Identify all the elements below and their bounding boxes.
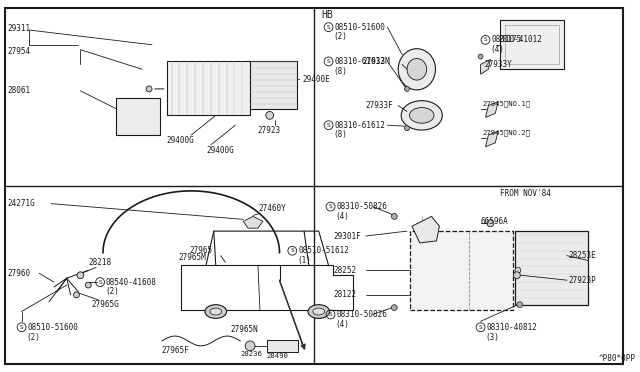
Text: 27933M: 27933M (363, 57, 390, 66)
Text: (8): (8) (333, 131, 348, 140)
Ellipse shape (410, 108, 434, 123)
Polygon shape (486, 131, 498, 147)
Text: 08310-40812: 08310-40812 (486, 323, 538, 332)
Text: S: S (484, 37, 488, 42)
Bar (250, 61, 297, 109)
Text: 28252: 28252 (333, 266, 356, 275)
Ellipse shape (401, 101, 442, 130)
Text: S: S (326, 25, 330, 30)
Text: 27945〈NO.1〉: 27945〈NO.1〉 (483, 100, 531, 107)
Text: 29400E: 29400E (302, 75, 330, 84)
Bar (500, 20, 564, 69)
Bar (267, 340, 298, 352)
Bar (515, 231, 588, 305)
Circle shape (404, 126, 410, 131)
Polygon shape (243, 217, 263, 228)
Circle shape (146, 86, 152, 92)
Text: 08510-51600: 08510-51600 (28, 323, 78, 332)
Text: (3): (3) (486, 333, 499, 341)
Text: (1): (1) (297, 256, 311, 265)
Circle shape (391, 305, 397, 311)
Text: (2): (2) (105, 288, 119, 296)
Text: S: S (329, 312, 332, 317)
Text: 08310-61612: 08310-61612 (335, 57, 385, 66)
Text: 27965F: 27965F (162, 346, 189, 355)
Text: 29311: 29311 (8, 23, 31, 33)
Bar (167, 61, 250, 115)
Text: (4): (4) (490, 45, 504, 54)
Text: 27965G: 27965G (92, 300, 119, 309)
Text: 29400G: 29400G (167, 137, 195, 145)
Text: 27965M: 27965M (179, 253, 206, 262)
Text: 28253E: 28253E (569, 251, 596, 260)
Ellipse shape (210, 308, 221, 315)
Polygon shape (412, 217, 440, 243)
Text: 27933F: 27933F (366, 101, 394, 110)
Text: 28122: 28122 (333, 291, 356, 299)
Circle shape (245, 341, 255, 351)
Text: S: S (329, 204, 332, 209)
Circle shape (515, 267, 521, 273)
Text: ^P80*0PP: ^P80*0PP (598, 354, 636, 363)
Text: S: S (20, 325, 24, 330)
Bar (410, 231, 513, 310)
Circle shape (85, 282, 92, 288)
Text: S: S (291, 248, 294, 253)
Text: S: S (326, 59, 330, 64)
Text: 29400G: 29400G (206, 146, 234, 155)
Text: 08310-61612: 08310-61612 (335, 121, 385, 130)
Text: S: S (479, 325, 483, 330)
Text: (4): (4) (335, 212, 349, 221)
Circle shape (77, 272, 84, 279)
Text: 27945〈NO.2〉: 27945〈NO.2〉 (483, 130, 531, 137)
Text: 29301F: 29301F (333, 231, 361, 241)
Text: FROM NOV'84: FROM NOV'84 (500, 189, 551, 198)
Text: 08310-50826: 08310-50826 (337, 202, 387, 211)
Text: 28490: 28490 (267, 353, 289, 359)
Text: 08510-51600: 08510-51600 (335, 23, 385, 32)
Text: 28218: 28218 (88, 258, 111, 267)
Bar (116, 98, 160, 135)
Text: 08540-41608: 08540-41608 (106, 278, 157, 286)
Text: S: S (326, 123, 330, 128)
Text: 27960: 27960 (8, 269, 31, 278)
Polygon shape (486, 102, 498, 117)
Circle shape (487, 220, 494, 227)
Circle shape (74, 292, 79, 298)
Text: 08310-41012: 08310-41012 (492, 35, 542, 44)
Text: (2): (2) (333, 32, 348, 41)
Text: (8): (8) (333, 67, 348, 76)
Text: HB: HB (322, 10, 333, 20)
Text: 27965: 27965 (189, 246, 212, 255)
Ellipse shape (313, 308, 324, 315)
Bar (505, 25, 559, 64)
Text: 27933Y: 27933Y (484, 60, 512, 69)
Text: 24271G: 24271G (8, 199, 36, 208)
Circle shape (404, 86, 410, 92)
Text: 08310-50826: 08310-50826 (337, 310, 387, 319)
Ellipse shape (205, 305, 227, 318)
Circle shape (266, 112, 274, 119)
Ellipse shape (407, 58, 427, 80)
Text: 28236: 28236 (240, 351, 262, 357)
Circle shape (478, 54, 483, 59)
Text: 27923P: 27923P (569, 276, 596, 285)
Text: 27965N: 27965N (230, 325, 258, 334)
Text: S: S (98, 280, 102, 285)
Circle shape (517, 302, 523, 308)
Text: 27460Y: 27460Y (258, 204, 285, 213)
Polygon shape (481, 60, 490, 74)
Text: 28061: 28061 (8, 86, 31, 95)
Text: (4): (4) (335, 320, 349, 329)
Text: 27923: 27923 (257, 126, 280, 135)
Text: 28175: 28175 (498, 35, 522, 44)
Text: 27954: 27954 (8, 47, 31, 56)
Text: 08510-51612: 08510-51612 (298, 246, 349, 255)
Text: (2): (2) (26, 333, 40, 341)
Text: 66596A: 66596A (481, 217, 508, 226)
Ellipse shape (308, 305, 330, 318)
Ellipse shape (398, 49, 435, 90)
Circle shape (391, 214, 397, 219)
Circle shape (513, 272, 520, 279)
